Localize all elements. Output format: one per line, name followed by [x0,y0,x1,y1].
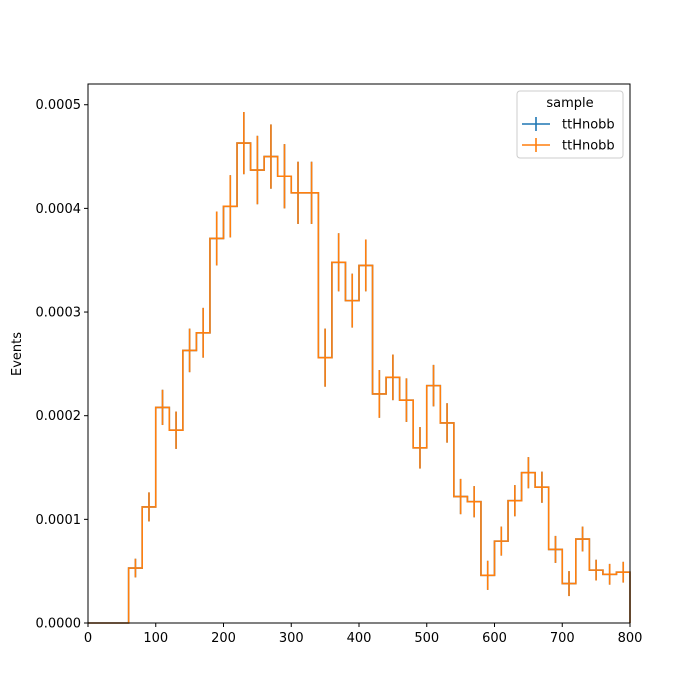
series-layer [88,111,631,624]
x-tick-label: 400 [347,631,372,646]
y-tick-label: 0.0005 [36,98,82,113]
legend-label: ttHnobb [562,139,615,154]
series-1-step-line [88,142,631,624]
y-tick-label: 0.0001 [36,513,82,528]
x-tick-label: 300 [279,631,304,646]
legend-box [516,90,624,159]
y-tick-label: 0.0002 [36,409,82,424]
x-tick-label: 600 [482,631,507,646]
series-0-step-line [88,142,631,624]
x-tick-label: 800 [618,631,643,646]
y-axis: 0.0000 0.0001 0.0002 0.0003 0.0004 0.0005 [36,98,88,632]
x-tick-label: 100 [143,631,168,646]
y-tick-label: 0.0000 [36,617,82,632]
y-tick-label: 0.0003 [36,306,82,321]
x-tick-label: 0 [84,631,92,646]
legend-title: sample [546,96,593,111]
x-tick-label: 500 [414,631,439,646]
legend: sample ttHnobb ttHnobb [516,90,624,159]
legend-entry-1: ttHnobb [522,138,615,154]
x-axis: 0 100 200 300 400 500 600 700 800 [84,623,643,646]
y-tick-label: 0.0004 [36,202,82,217]
x-tick-label: 200 [211,631,236,646]
legend-entry-0: ttHnobb [522,117,615,133]
series-1 [88,111,631,624]
x-tick-label: 700 [550,631,575,646]
legend-label: ttHnobb [562,118,615,133]
y-axis-label: Events [10,332,25,376]
